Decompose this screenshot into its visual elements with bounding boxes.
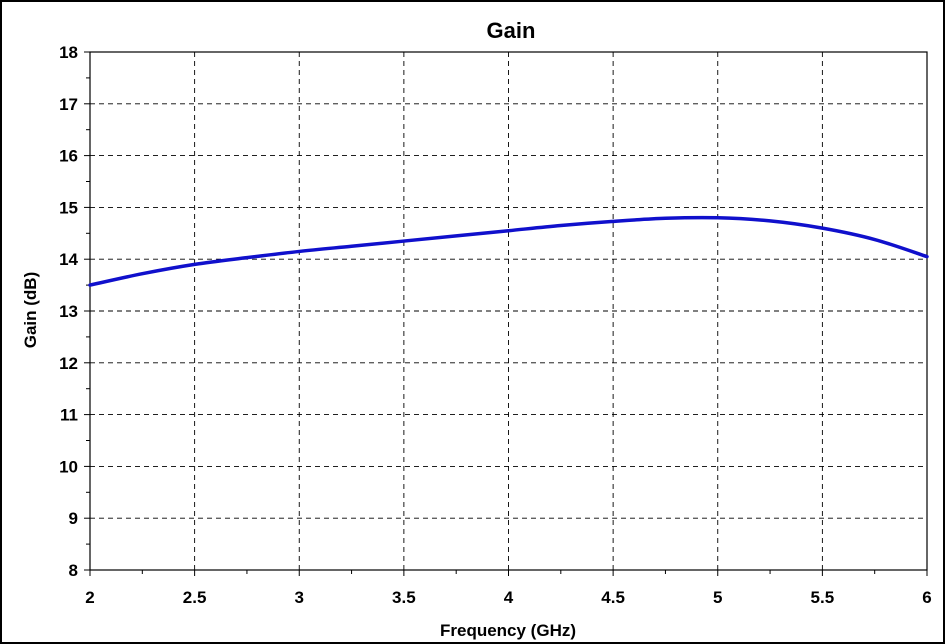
x-tick-label: 2 (85, 588, 94, 607)
y-tick-label: 10 (59, 457, 78, 476)
x-tick-labels: 2 2.5 3 3.5 4 4.5 5 5.5 6 (85, 588, 931, 607)
x-tick-label: 3 (295, 588, 304, 607)
x-tick-label: 4.5 (601, 588, 625, 607)
y-tick-label: 16 (59, 147, 78, 166)
y-tick-label: 9 (69, 509, 78, 528)
y-axis-label: Gain (dB) (21, 272, 40, 349)
gain-series-line (88, 215, 929, 287)
grid (90, 52, 927, 570)
chart-title: Gain (487, 18, 536, 43)
x-tick-label: 3.5 (392, 588, 416, 607)
x-tick-label: 2.5 (183, 588, 207, 607)
tick-marks (84, 51, 928, 576)
x-tick-label: 5 (713, 588, 722, 607)
y-tick-label: 11 (60, 406, 78, 425)
y-tick-label: 17 (59, 95, 78, 114)
x-tick-label: 5.5 (811, 588, 835, 607)
y-tick-label: 14 (59, 250, 78, 269)
y-tick-label: 13 (59, 302, 78, 321)
x-tick-label: 6 (922, 588, 931, 607)
x-axis-label: Frequency (GHz) (440, 621, 576, 640)
y-tick-label: 12 (59, 354, 78, 373)
y-tick-labels: 8 9 10 11 12 13 14 15 16 17 18 (59, 43, 78, 580)
y-tick-label: 15 (59, 198, 78, 217)
x-tick-label: 4 (504, 588, 514, 607)
y-tick-label: 8 (69, 561, 78, 580)
y-tick-label: 18 (59, 43, 78, 62)
